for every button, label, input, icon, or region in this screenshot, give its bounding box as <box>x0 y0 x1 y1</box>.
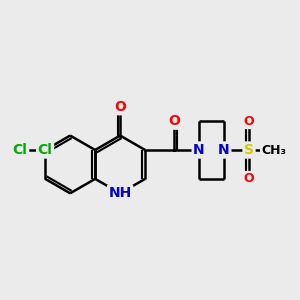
Text: S: S <box>244 143 254 157</box>
Text: O: O <box>244 172 254 185</box>
Text: CH₃: CH₃ <box>262 143 286 157</box>
Text: O: O <box>168 114 180 128</box>
Text: O: O <box>244 115 254 128</box>
Text: Cl: Cl <box>13 143 28 157</box>
Text: NH: NH <box>109 186 132 200</box>
Text: O: O <box>114 100 126 114</box>
Text: Cl: Cl <box>38 143 52 157</box>
Text: N: N <box>218 143 230 157</box>
Text: N: N <box>193 143 205 157</box>
